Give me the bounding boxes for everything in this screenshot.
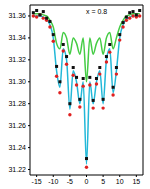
svg-text:-5: -5 (67, 178, 73, 185)
svg-text:31.34: 31.34 (8, 34, 26, 41)
svg-text:5: 5 (101, 178, 105, 185)
svg-text:31.26: 31.26 (8, 122, 26, 129)
svg-text:31.22: 31.22 (8, 166, 26, 173)
svg-text:31.32: 31.32 (8, 56, 26, 63)
html-text:x = 0.8: x = 0.8 (86, 8, 108, 15)
svg-text:10: 10 (116, 178, 124, 185)
svg-text:31.28: 31.28 (8, 100, 26, 107)
svg-text:-10: -10 (48, 178, 58, 185)
svg-text:31.36: 31.36 (8, 12, 26, 19)
svg-text:15: 15 (132, 178, 140, 185)
svg-text:0: 0 (85, 178, 89, 185)
svg-text:31.30: 31.30 (8, 78, 26, 85)
svg-text:-15: -15 (32, 178, 42, 185)
svg-text:31.24: 31.24 (8, 144, 26, 151)
